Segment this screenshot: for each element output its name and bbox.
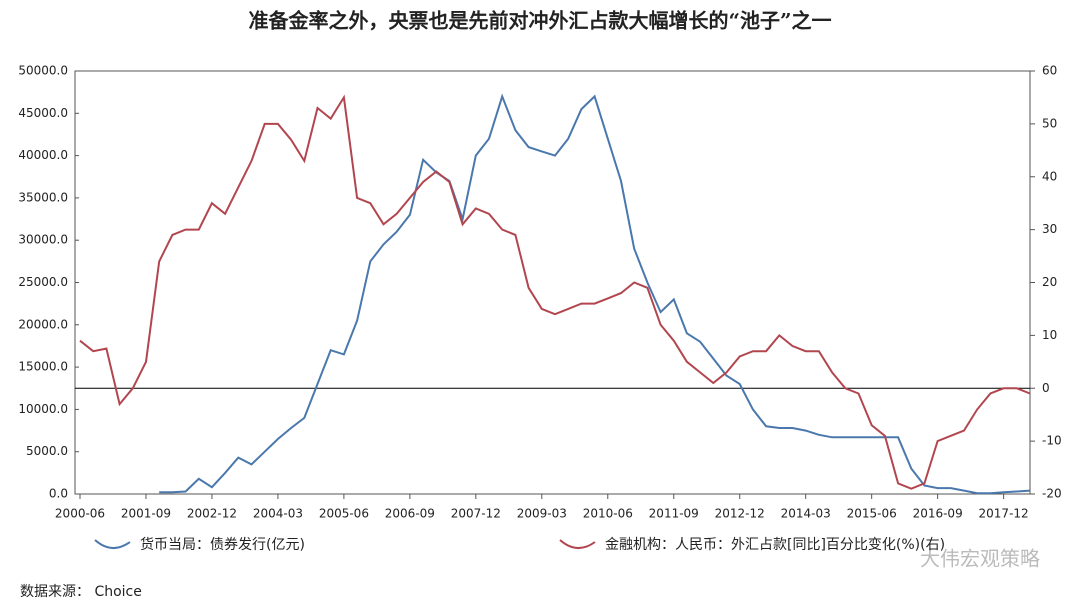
y2-tick-label: 0 [1042,381,1050,395]
chart-title: 准备金率之外，央票也是先前对冲外汇占款大幅增长的“池子”之一 [248,9,831,33]
y2-tick-label: 60 [1042,64,1057,78]
y-tick-label: 50000.0 [18,64,68,78]
x-tick-label: 2016-09 [913,507,963,521]
plot-frame [74,70,1031,495]
x-tick-label: 2017-12 [979,507,1029,521]
y-tick-label: 10000.0 [18,402,68,416]
watermark: 大伟宏观策略 [920,547,1040,571]
y-tick-label: 25000.0 [18,275,68,289]
y2-tick-label: -10 [1042,434,1062,448]
x-tick-label: 2014-03 [781,507,831,521]
y2-tick-label: 30 [1042,222,1057,236]
y-tick-label: 15000.0 [18,360,68,374]
x-tick-label: 2006-09 [385,507,435,521]
y2-tick-label: -20 [1042,487,1062,501]
x-tick-label: 2004-03 [253,507,303,521]
y-tick-label: 45000.0 [18,106,68,120]
x-tick-label: 2011-09 [649,507,699,521]
y-tick-label: 35000.0 [18,190,68,204]
y-tick-label: 30000.0 [18,233,68,247]
legend-label: 金融机构：人民币：外汇占款[同比]百分比变化(%)(右) [605,537,945,553]
series-line [79,94,1031,490]
y2-tick-label: 20 [1042,275,1057,289]
y2-tick-label: 40 [1042,169,1057,183]
series-line [159,93,1031,495]
x-tick-label: 2005-06 [319,507,369,521]
y-tick-label: 40000.0 [18,148,68,162]
legend-swatch [94,539,131,549]
x-tick-label: 2007-12 [451,507,501,521]
legend-swatch [559,539,596,549]
y-tick-label: 5000.0 [26,444,68,458]
x-tick-label: 2010-06 [583,507,633,521]
x-tick-label: 2002-12 [187,507,237,521]
x-tick-label: 2012-12 [715,507,765,521]
x-tick-label: 2015-06 [847,507,897,521]
source: 数据来源： Choice [20,584,142,600]
y-tick-label: 20000.0 [18,317,68,331]
y-tick-label: 0.0 [49,487,68,501]
y2-tick-label: 10 [1042,328,1057,342]
x-tick-label: 2009-03 [517,507,567,521]
x-tick-label: 2000-06 [55,507,105,521]
x-tick-label: 2001-09 [121,507,171,521]
y2-tick-label: 50 [1042,116,1057,130]
legend-label: 货币当局：债券发行(亿元) [140,536,305,553]
